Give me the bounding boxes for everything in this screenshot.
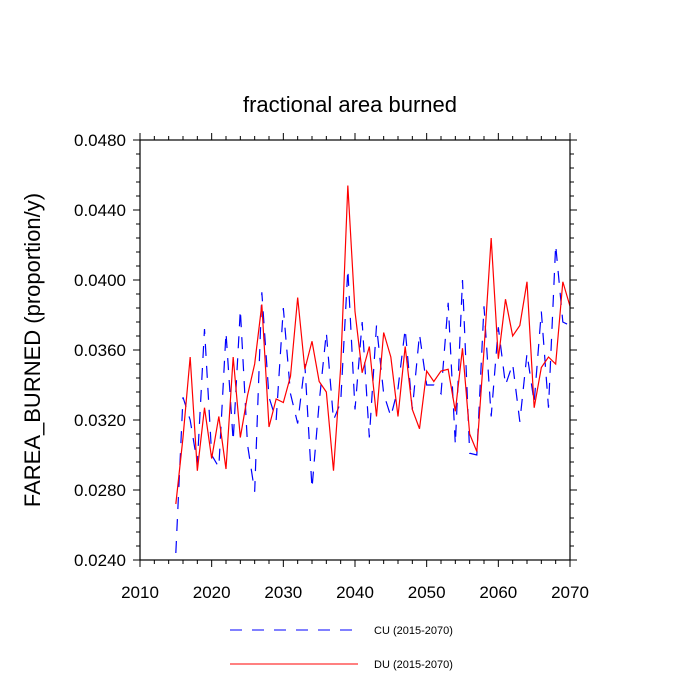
- x-tick-label: 2050: [408, 583, 446, 602]
- x-tick-label: 2070: [551, 583, 589, 602]
- series-layer: [175, 185, 571, 554]
- series-line-cu: [175, 244, 571, 554]
- y-tick-label: 0.0240: [74, 551, 126, 570]
- y-tick-label: 0.0320: [74, 411, 126, 430]
- series-line-du: [175, 185, 571, 505]
- legend-label: DU (2015-2070): [374, 659, 453, 671]
- y-tick-label: 0.0400: [74, 271, 126, 290]
- legend: CU (2015-2070) DU (2015-2070): [230, 625, 453, 671]
- plot-frame: [139, 139, 571, 561]
- y-tick-label: 0.0440: [74, 201, 126, 220]
- chart-title: fractional area burned: [243, 92, 457, 117]
- x-tick-label: 2030: [264, 583, 302, 602]
- x-tick-label: 2060: [479, 583, 517, 602]
- x-tick-label: 2010: [121, 583, 159, 602]
- y-tick-label: 0.0480: [74, 131, 126, 150]
- x-tick-label: 2020: [193, 583, 231, 602]
- y-tick-label: 0.0360: [74, 341, 126, 360]
- x-tick-label: 2040: [336, 583, 374, 602]
- axis-ticks: 2010 2020 2030 2040 2050 2060 2070 0.0240 0.0280…: [74, 131, 589, 602]
- y-tick-label: 0.0280: [74, 481, 126, 500]
- y-axis-label: FAREA_BURNED (proportion/y): [20, 193, 45, 507]
- legend-label: CU (2015-2070): [374, 625, 453, 637]
